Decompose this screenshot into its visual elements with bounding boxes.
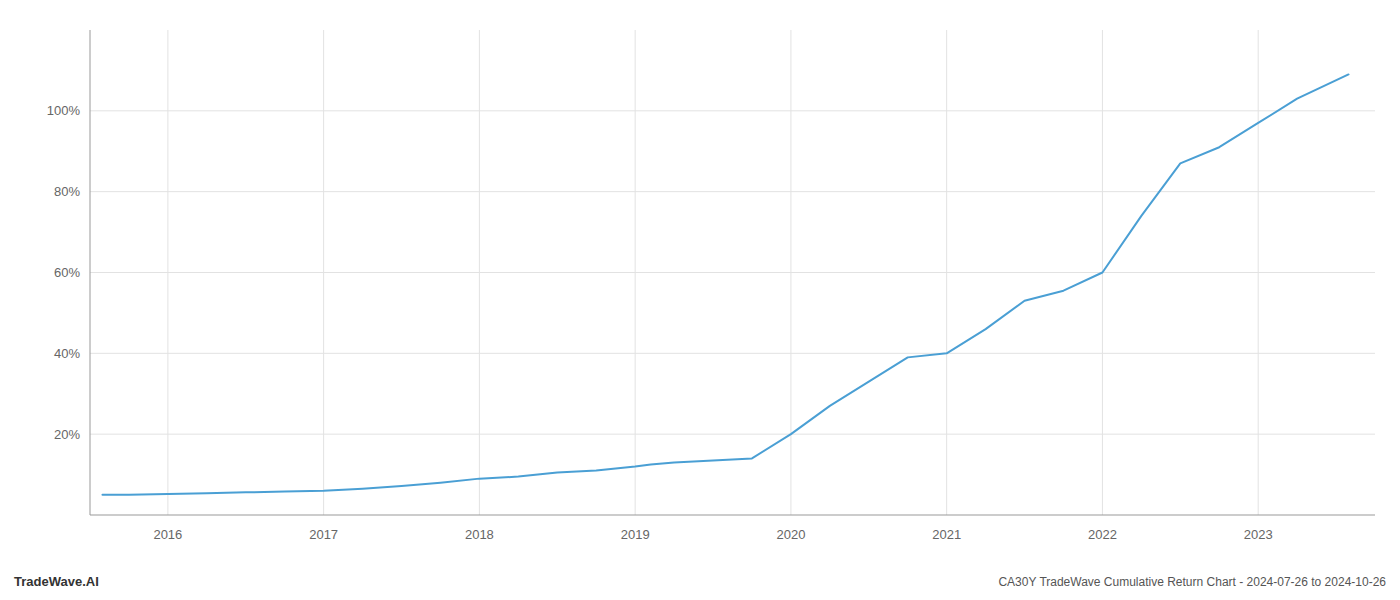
- y-grid-line: [90, 272, 1375, 273]
- y-tick-label: 20%: [54, 427, 80, 442]
- y-grid-line: [90, 434, 1375, 435]
- y-grid-line: [90, 110, 1375, 111]
- y-tick-label: 40%: [54, 346, 80, 361]
- x-axis-line: [90, 515, 1375, 516]
- x-tick-label: 2017: [309, 527, 338, 542]
- y-tick-label: 100%: [47, 103, 81, 118]
- y-grid-line: [90, 353, 1375, 354]
- x-tick-label: 2021: [932, 527, 961, 542]
- tick-labels: 2016 2017 2018 2019 2020 2021 2022 2023 20% 40% 60…: [47, 103, 1273, 542]
- grid: [90, 30, 1375, 515]
- x-tick-label: 2019: [621, 527, 650, 542]
- data-line: [102, 74, 1348, 494]
- y-tick-label: 80%: [54, 184, 80, 199]
- watermark: TradeWave.AI: [14, 574, 99, 589]
- x-tick-label: 2020: [776, 527, 805, 542]
- x-tick-label: 2018: [465, 527, 494, 542]
- x-tick-label: 2023: [1244, 527, 1273, 542]
- y-axis-line: [90, 30, 91, 515]
- plot-area: [102, 74, 1348, 494]
- y-tick-label: 60%: [54, 265, 80, 280]
- x-tick-label: 2022: [1088, 527, 1117, 542]
- background: [0, 0, 1400, 600]
- chart-container: 2016 2017 2018 2019 2020 2021 2022 2023 20% 40% 60…: [0, 0, 1400, 600]
- chart-svg: 2016 2017 2018 2019 2020 2021 2022 2023 20% 40% 60…: [0, 0, 1400, 600]
- chart-title: CA30Y TradeWave Cumulative Return Chart …: [998, 575, 1386, 589]
- y-grid-line: [90, 191, 1375, 192]
- x-tick-label: 2016: [153, 527, 182, 542]
